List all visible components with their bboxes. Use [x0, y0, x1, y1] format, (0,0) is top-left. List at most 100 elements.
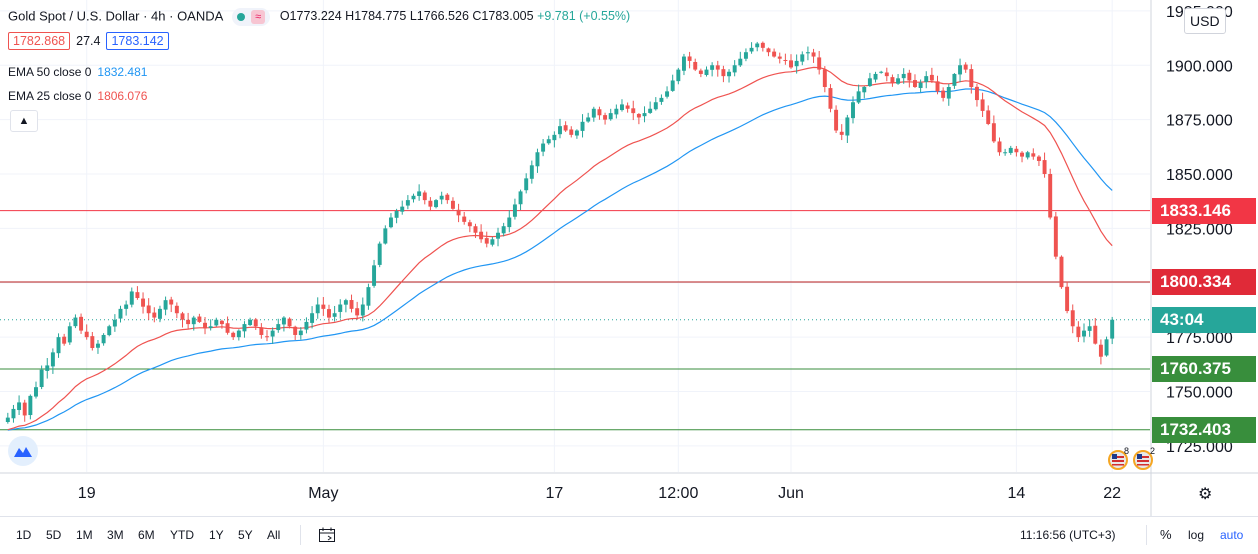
range-button-5d[interactable]: 5D — [46, 528, 62, 542]
collapse-indicators-button[interactable]: ▲ — [10, 110, 38, 132]
event-count: 2 — [1150, 447, 1155, 456]
candle-body — [1025, 152, 1030, 158]
candle-body — [924, 76, 929, 82]
candle — [174, 302, 179, 319]
market-open-dot-icon — [237, 13, 246, 21]
candle-body — [766, 48, 771, 53]
candle-body — [1048, 174, 1053, 218]
candle-body — [529, 165, 534, 179]
range-button-all[interactable]: All — [267, 528, 281, 542]
candle — [839, 124, 844, 141]
range-button-6m[interactable]: 6M — [138, 528, 155, 542]
candle-body — [332, 313, 337, 317]
economic-events[interactable]: 8 2 — [1107, 446, 1155, 478]
candle-body — [67, 326, 72, 343]
candle-body — [986, 110, 991, 124]
sell-price-button[interactable]: 1782.868 — [8, 32, 71, 50]
percent-scale-toggle[interactable]: % — [1160, 527, 1172, 542]
candle-body — [535, 152, 540, 167]
low-value: L1766.526 — [409, 9, 469, 24]
candle — [518, 189, 523, 211]
candle — [918, 79, 923, 93]
tradingview-logo-icon[interactable] — [8, 436, 38, 466]
candle — [873, 71, 878, 83]
chevron-up-icon: ▲ — [18, 115, 30, 127]
range-button-ytd[interactable]: YTD — [170, 528, 194, 542]
candle-body — [152, 312, 157, 318]
candle-body — [715, 65, 720, 70]
candle-body — [400, 206, 405, 212]
symbol-title[interactable]: Gold Spot / U.S. Dollar · 4h · OANDA — [8, 8, 223, 24]
range-button-1m[interactable]: 1M — [76, 528, 93, 542]
candle — [603, 112, 608, 125]
currency-button[interactable]: USD — [1184, 8, 1226, 34]
candle-body — [507, 217, 512, 228]
range-button-1y[interactable]: 1Y — [209, 528, 224, 542]
indicator-ema-50[interactable]: EMA 50 close 0 1832.481 — [8, 65, 147, 79]
candle — [428, 197, 433, 212]
auto-scale-toggle[interactable]: auto — [1220, 528, 1244, 542]
clock-timezone[interactable]: 11:16:56 (UTC+3) — [1020, 528, 1116, 542]
candle-body — [1014, 148, 1019, 153]
indicator-label: EMA 50 close 0 — [8, 65, 92, 79]
candle — [783, 53, 788, 65]
spread-value: 27.4 — [76, 34, 101, 48]
market-status-pill[interactable]: ≈ — [232, 8, 271, 26]
candle-body — [1036, 156, 1041, 161]
candle-body — [467, 222, 472, 227]
candle — [704, 66, 709, 77]
candle — [101, 333, 106, 346]
candle — [479, 224, 484, 243]
candle — [924, 71, 929, 89]
range-button-1d[interactable]: 1D — [16, 528, 32, 542]
candle-body — [95, 343, 100, 348]
candle-body — [738, 58, 743, 66]
candle — [1093, 318, 1098, 345]
candle — [208, 319, 213, 331]
candle-body — [676, 69, 681, 82]
candle — [203, 317, 207, 335]
candle-body — [411, 195, 416, 200]
candle-body — [586, 117, 591, 122]
candle-body — [338, 304, 343, 312]
candle-body — [879, 71, 884, 73]
candle — [1098, 339, 1103, 365]
candle-body — [22, 402, 27, 416]
candle — [811, 48, 816, 63]
candle — [1036, 155, 1041, 167]
indicator-ema-25[interactable]: EMA 25 close 0 1806.076 — [8, 89, 147, 103]
log-scale-toggle[interactable]: log — [1188, 528, 1205, 542]
candle — [225, 316, 230, 335]
candle — [1025, 150, 1030, 160]
candle-body — [118, 308, 123, 319]
candle — [169, 296, 174, 313]
candle-body — [935, 81, 940, 92]
calendar-range-icon[interactable] — [318, 527, 336, 546]
candle-body — [28, 395, 33, 416]
candle — [1042, 152, 1047, 178]
candle-body — [862, 87, 867, 93]
candle-body — [913, 80, 917, 88]
range-button-5y[interactable]: 5Y — [238, 528, 253, 542]
candle — [608, 108, 613, 121]
buy-price-button[interactable]: 1783.142 — [106, 32, 169, 50]
candle — [805, 46, 810, 61]
candle-body — [1042, 160, 1047, 175]
price-chart[interactable]: 1725.0001750.0001775.0001800.0001825.000… — [0, 0, 1258, 516]
candle — [1014, 145, 1019, 157]
candle-body — [929, 74, 934, 81]
candle-body — [636, 113, 641, 118]
gear-icon[interactable]: ⚙ — [1198, 486, 1213, 503]
candle-body — [991, 123, 996, 142]
candle-body — [462, 216, 467, 222]
candle — [1003, 148, 1008, 156]
candle — [879, 70, 884, 74]
range-button-3m[interactable]: 3M — [107, 528, 124, 542]
indicator-label: EMA 25 close 0 — [8, 89, 92, 103]
candle — [913, 74, 917, 88]
candle-body — [197, 316, 202, 322]
candle — [270, 327, 275, 344]
candle — [293, 325, 298, 341]
candle-body — [473, 226, 478, 233]
candle-body — [225, 323, 230, 333]
